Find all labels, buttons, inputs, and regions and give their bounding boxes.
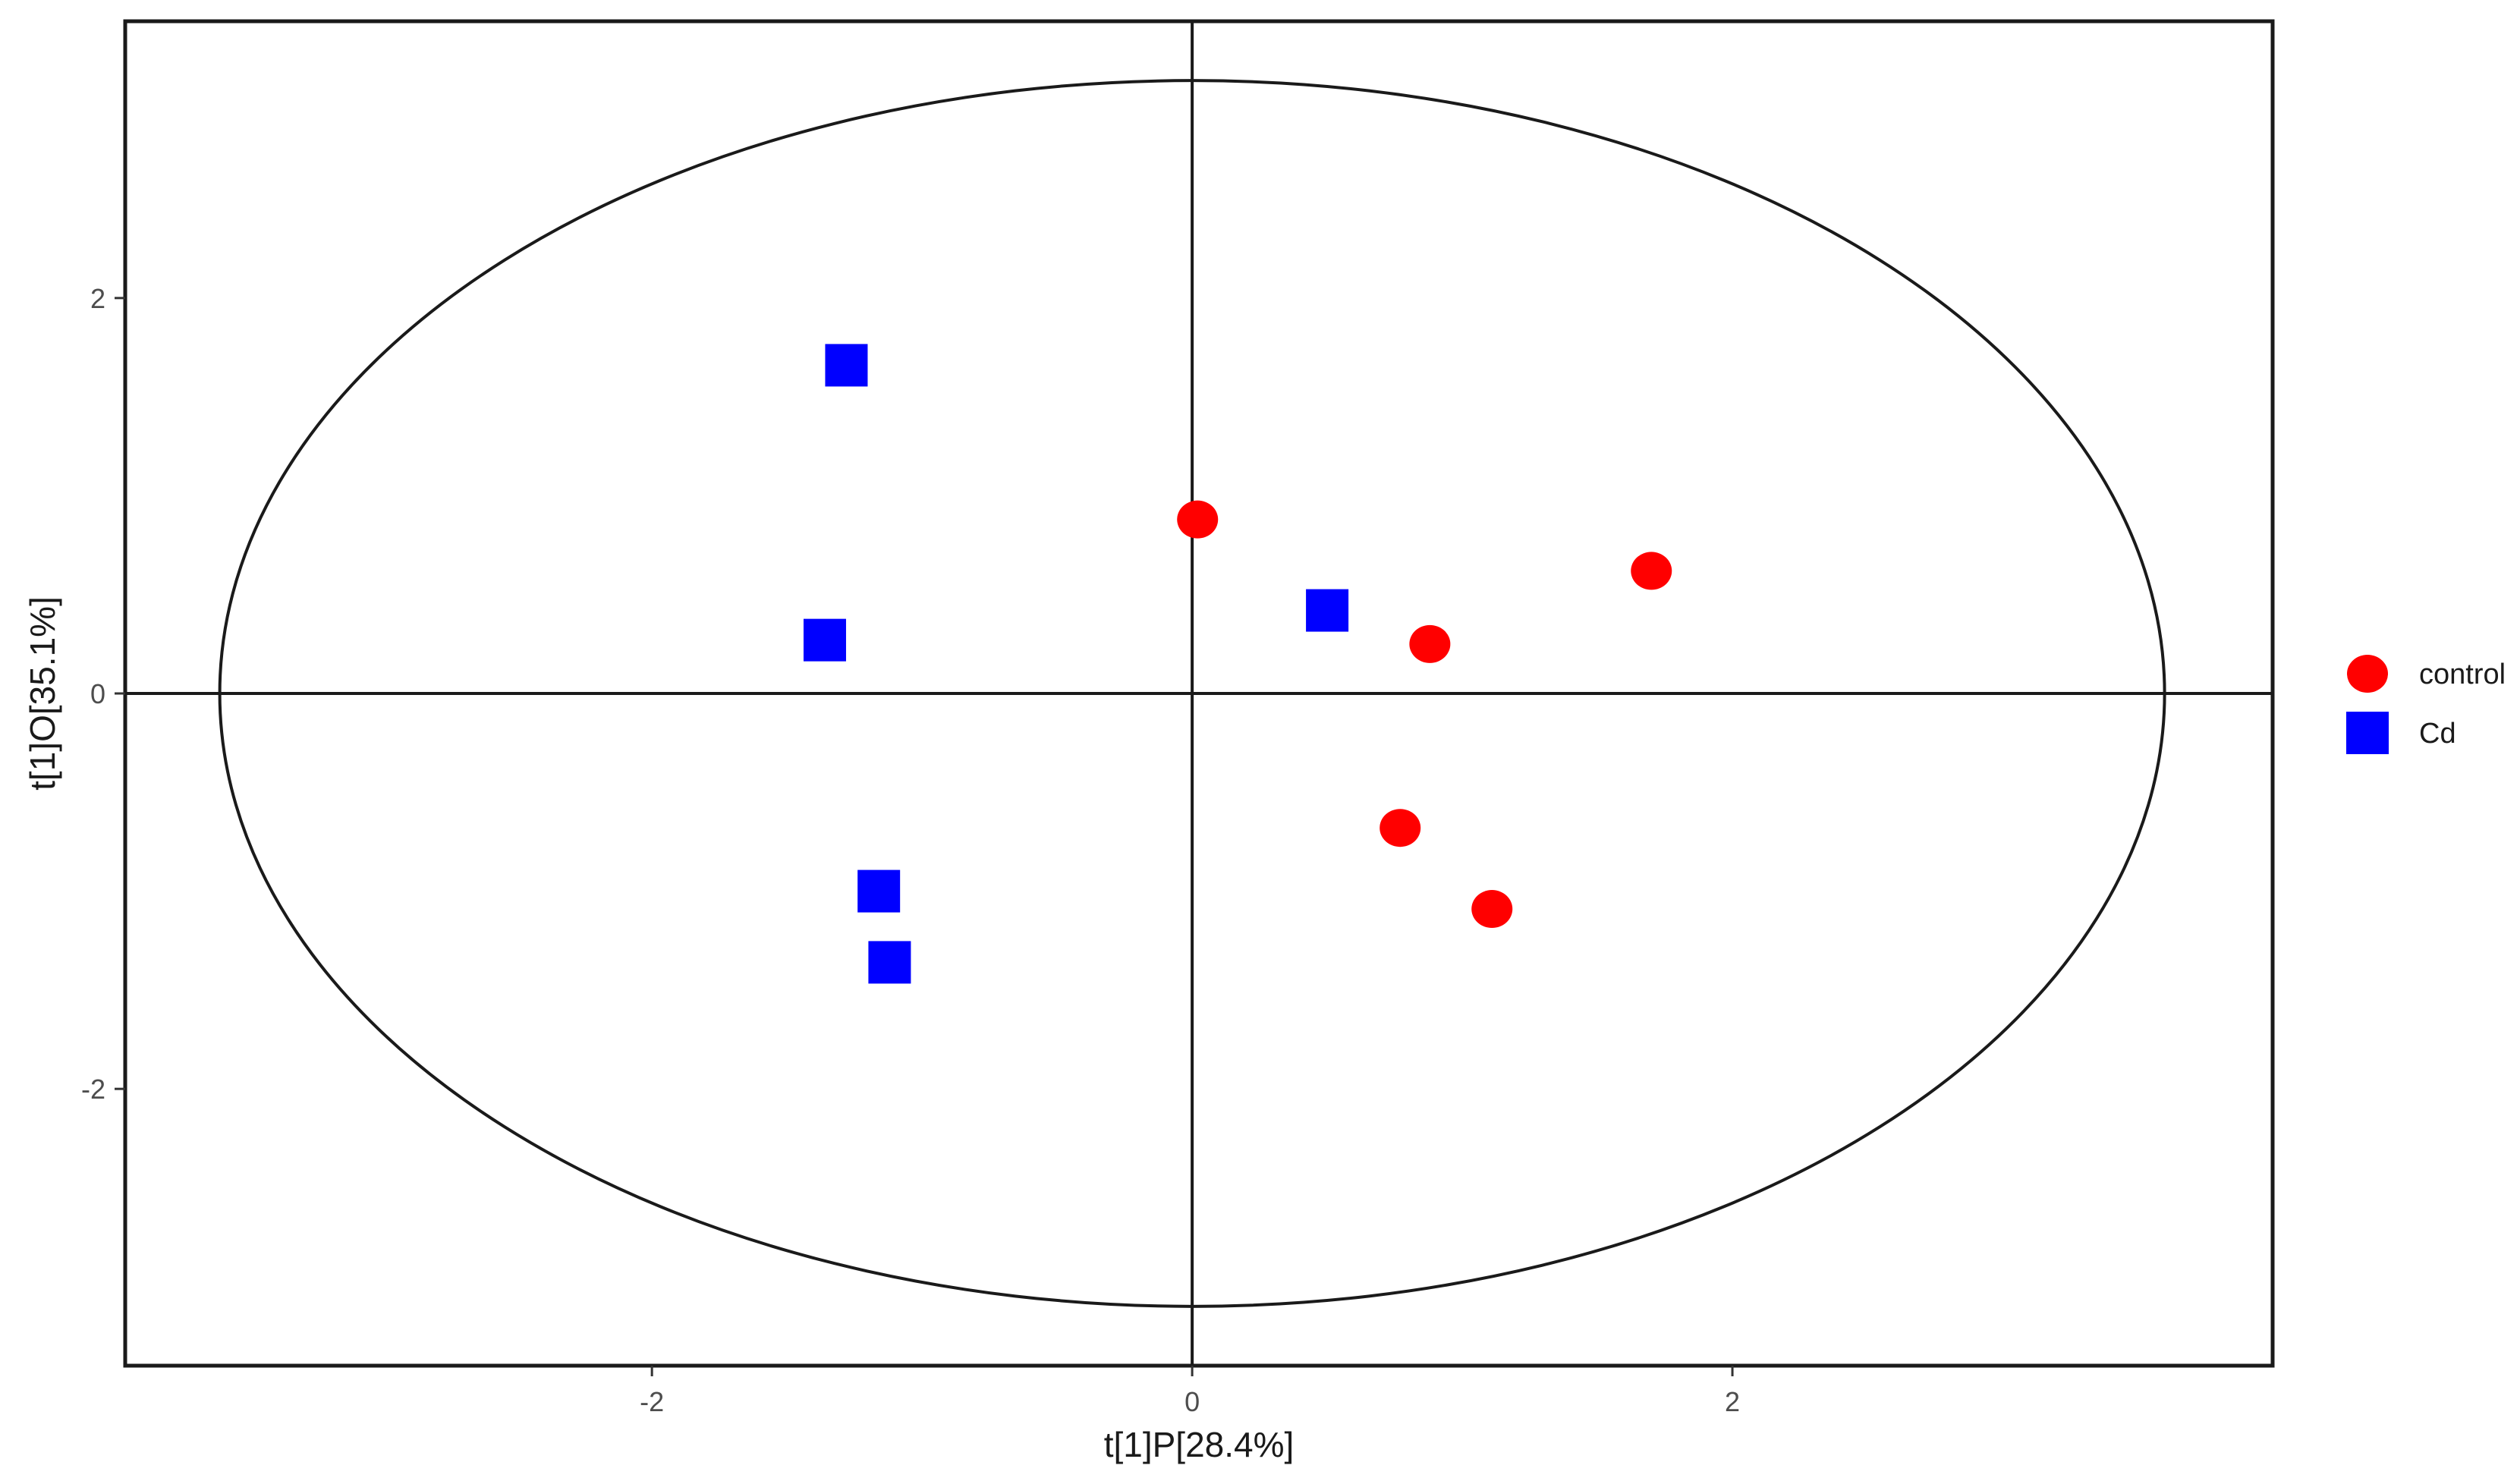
point-control-1 bbox=[1177, 500, 1219, 539]
y-tick-label: 2 bbox=[90, 283, 105, 314]
point-control-4 bbox=[1380, 809, 1421, 847]
y-tick-label: -2 bbox=[81, 1074, 105, 1105]
point-cd-1 bbox=[825, 344, 868, 387]
x-tick-label: -2 bbox=[640, 1386, 664, 1417]
point-cd-3 bbox=[803, 618, 846, 662]
legend-key-cd bbox=[2346, 712, 2389, 754]
point-cd-5 bbox=[868, 941, 911, 984]
legend-label-control: control bbox=[2419, 659, 2506, 690]
legend-key-control bbox=[2347, 655, 2388, 693]
point-control-2 bbox=[1631, 552, 1672, 590]
y-axis-title: t[1]O[35.1%] bbox=[23, 596, 62, 791]
point-control-5 bbox=[1471, 890, 1513, 929]
point-cd-4 bbox=[857, 869, 901, 913]
legend-label-cd: Cd bbox=[2419, 718, 2456, 750]
point-control-3 bbox=[1409, 624, 1451, 663]
point-cd-2 bbox=[1306, 589, 1349, 632]
x-axis-title: t[1]P[28.4%] bbox=[1104, 1425, 1295, 1464]
legend: control Cd bbox=[2346, 655, 2506, 754]
axis-ticks: -2 0 2 -2 0 2 bbox=[81, 283, 1740, 1417]
x-tick-label: 0 bbox=[1184, 1386, 1200, 1417]
x-tick-label: 2 bbox=[1725, 1386, 1740, 1417]
y-tick-label: 0 bbox=[90, 678, 105, 709]
